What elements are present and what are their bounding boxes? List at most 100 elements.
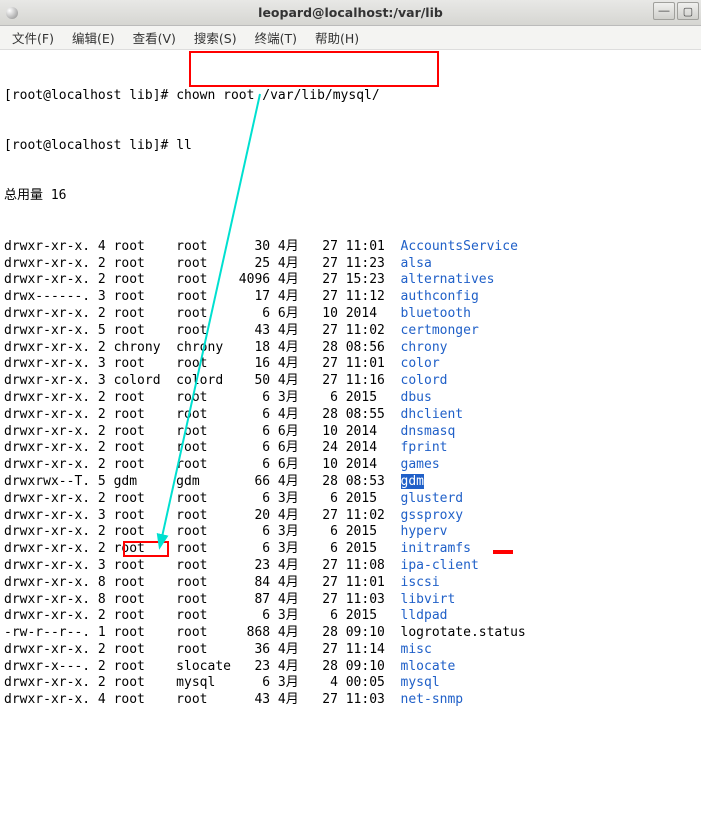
listing-name: gdm: [401, 474, 424, 489]
highlight-command-box: [189, 51, 439, 87]
listing-row: drwxr-xr-x. 2 root root 4096 4月 27 15:23…: [4, 272, 697, 289]
maximize-button[interactable]: ▢: [677, 2, 699, 20]
listing-meta: drwxr-xr-x. 2 root root 6 6月 10 2014: [4, 306, 401, 321]
listing-row: drwxr-xr-x. 8 root root 84 4月 27 11:01 i…: [4, 575, 697, 592]
listing-meta: drwxr-xr-x. 2 root root 6 3月 6 2015: [4, 491, 401, 506]
listing-name: initramfs: [401, 541, 471, 556]
listing-name: alsa: [401, 256, 432, 271]
listing-row: drwxr-xr-x. 2 root root 6 6月 24 2014 fpr…: [4, 440, 697, 457]
command-2: ll: [176, 138, 192, 153]
menu-terminal[interactable]: 终端(T): [247, 26, 305, 49]
listing-name: logrotate.status: [401, 625, 526, 640]
listing-rows: drwxr-xr-x. 4 root root 30 4月 27 11:01 A…: [4, 239, 697, 709]
listing-name: bluetooth: [401, 306, 471, 321]
listing-name: fprint: [401, 440, 448, 455]
listing-meta: drwxr-xr-x. 5 root root 43 4月 27 11:02: [4, 323, 401, 338]
listing-name: gssproxy: [401, 508, 464, 523]
listing-row: drwxr-xr-x. 2 root root 36 4月 27 11:14 m…: [4, 642, 697, 659]
menu-view[interactable]: 查看(V): [125, 26, 184, 49]
listing-name: chrony: [401, 340, 448, 355]
listing-meta: drwxr-xr-x. 8 root root 84 4月 27 11:01: [4, 575, 401, 590]
menu-search[interactable]: 搜索(S): [186, 26, 245, 49]
listing-row: drwxr-xr-x. 4 root root 43 4月 27 11:03 n…: [4, 692, 697, 709]
listing-name: ipa-client: [401, 558, 479, 573]
listing-row: drwxr-xr-x. 5 root root 43 4月 27 11:02 c…: [4, 323, 697, 340]
menu-file[interactable]: 文件(F): [4, 26, 62, 49]
listing-name: misc: [401, 642, 432, 657]
listing-row: drwxr-xr-x. 2 chrony chrony 18 4月 28 08:…: [4, 340, 697, 357]
listing-row: drwxr-xr-x. 8 root root 87 4月 27 11:03 l…: [4, 592, 697, 609]
listing-meta: drwxr-xr-x. 2 root mysql 6 3月 4 00:05: [4, 675, 401, 690]
listing-name: authconfig: [401, 289, 479, 304]
window-title: leopard@localhost:/var/lib: [0, 5, 701, 20]
listing-meta: drwxr-xr-x. 2 root root 6 6月 10 2014: [4, 424, 401, 439]
listing-meta: drwxr-xr-x. 3 root root 16 4月 27 11:01: [4, 356, 401, 371]
listing-meta: drwxr-xr-x. 2 root root 4096 4月 27 15:23: [4, 272, 401, 287]
terminal-output[interactable]: [root@localhost lib]# chown root /var/li…: [0, 50, 701, 831]
listing-name: certmonger: [401, 323, 479, 338]
prompt-line-2: [root@localhost lib]# ll: [4, 138, 697, 155]
listing-row: drwxr-x---. 2 root slocate 23 4月 28 09:1…: [4, 659, 697, 676]
listing-row: drwxr-xr-x. 3 root root 23 4月 27 11:08 i…: [4, 558, 697, 575]
total-line: 总用量 16: [4, 188, 697, 205]
listing-meta: drwx------. 3 root root 17 4月 27 11:12: [4, 289, 401, 304]
titlebar: leopard@localhost:/var/lib — ▢: [0, 0, 701, 26]
listing-meta: drwxr-xr-x. 3 root root 20 4月 27 11:02: [4, 508, 401, 523]
listing-row: drwxr-xr-x. 3 root root 16 4月 27 11:01 c…: [4, 356, 697, 373]
listing-row: drwx------. 3 root root 17 4月 27 11:12 a…: [4, 289, 697, 306]
menu-help[interactable]: 帮助(H): [307, 26, 367, 49]
listing-name: alternatives: [401, 272, 495, 287]
listing-meta: drwxr-xr-x. 2 root root 6 3月 6 2015: [4, 390, 401, 405]
listing-meta: -rw-r--r--. 1 root root 868 4月 28 09:10: [4, 625, 401, 640]
listing-row: drwxr-xr-x. 2 root root 6 3月 6 2015 lldp…: [4, 608, 697, 625]
listing-row: drwxr-xr-x. 2 root root 6 3月 6 2015 hype…: [4, 524, 697, 541]
listing-row: drwxr-xr-x. 2 root root 6 3月 6 2015 glus…: [4, 491, 697, 508]
listing-row: drwxr-xr-x. 2 root root 6 6月 10 2014 dns…: [4, 424, 697, 441]
listing-row: drwxr-xr-x. 2 root root 6 3月 6 2015 dbus: [4, 390, 697, 407]
listing-meta: drwxr-xr-x. 2 root root 6 3月 6 2015: [4, 541, 401, 556]
listing-name: dnsmasq: [401, 424, 456, 439]
listing-meta: drwxr-xr-x. 2 root root 6 4月 28 08:55: [4, 407, 401, 422]
listing-row: drwxr-xr-x. 2 root mysql 6 3月 4 00:05 my…: [4, 675, 697, 692]
listing-row: drwxr-xr-x. 2 root root 25 4月 27 11:23 a…: [4, 256, 697, 273]
window-controls: — ▢: [653, 2, 699, 20]
listing-meta: drwxr-xr-x. 4 root root 43 4月 27 11:03: [4, 692, 401, 707]
listing-name: iscsi: [401, 575, 440, 590]
listing-meta: drwxrwx--T. 5 gdm gdm 66 4月 28 08:53: [4, 474, 401, 489]
command-1: chown root /var/lib/mysql/: [176, 88, 380, 103]
listing-row: drwxr-xr-x. 4 root root 30 4月 27 11:01 A…: [4, 239, 697, 256]
listing-name: hyperv: [401, 524, 448, 539]
listing-row: drwxr-xr-x. 2 root root 6 6月 10 2014 blu…: [4, 306, 697, 323]
menubar: 文件(F) 编辑(E) 查看(V) 搜索(S) 终端(T) 帮助(H): [0, 26, 701, 50]
listing-name: games: [401, 457, 440, 472]
listing-meta: drwxr-xr-x. 2 root root 25 4月 27 11:23: [4, 256, 401, 271]
prompt-1: [root@localhost lib]#: [4, 88, 176, 103]
listing-row: drwxr-xr-x. 3 colord colord 50 4月 27 11:…: [4, 373, 697, 390]
listing-name: color: [401, 356, 440, 371]
listing-name: dhclient: [401, 407, 464, 422]
listing-row: -rw-r--r--. 1 root root 868 4月 28 09:10 …: [4, 625, 697, 642]
listing-name: libvirt: [401, 592, 456, 607]
menu-edit[interactable]: 编辑(E): [64, 26, 123, 49]
listing-name: dbus: [401, 390, 432, 405]
listing-name: mysql: [401, 675, 440, 690]
listing-meta: drwxr-xr-x. 2 root root 6 3月 6 2015: [4, 608, 401, 623]
listing-name: lldpad: [401, 608, 448, 623]
listing-meta: drwxr-xr-x. 8 root root 87 4月 27 11:03: [4, 592, 401, 607]
prompt-line-1: [root@localhost lib]# chown root /var/li…: [4, 88, 697, 105]
listing-row: drwxr-xr-x. 3 root root 20 4月 27 11:02 g…: [4, 508, 697, 525]
listing-name: net-snmp: [401, 692, 464, 707]
listing-meta: drwxr-xr-x. 2 root root 6 6月 10 2014: [4, 457, 401, 472]
prompt-2: [root@localhost lib]#: [4, 138, 176, 153]
listing-row: drwxrwx--T. 5 gdm gdm 66 4月 28 08:53 gdm: [4, 474, 697, 491]
listing-meta: drwxr-xr-x. 2 root root 6 3月 6 2015: [4, 524, 401, 539]
listing-meta: drwxr-x---. 2 root slocate 23 4月 28 09:1…: [4, 659, 401, 674]
listing-meta: drwxr-xr-x. 3 root root 23 4月 27 11:08: [4, 558, 401, 573]
listing-name: mlocate: [401, 659, 456, 674]
listing-name: glusterd: [401, 491, 464, 506]
listing-name: colord: [401, 373, 448, 388]
listing-row: drwxr-xr-x. 2 root root 6 4月 28 08:55 dh…: [4, 407, 697, 424]
minimize-button[interactable]: —: [653, 2, 675, 20]
listing-meta: drwxr-xr-x. 2 root root 6 6月 24 2014: [4, 440, 401, 455]
listing-meta: drwxr-xr-x. 4 root root 30 4月 27 11:01: [4, 239, 401, 254]
